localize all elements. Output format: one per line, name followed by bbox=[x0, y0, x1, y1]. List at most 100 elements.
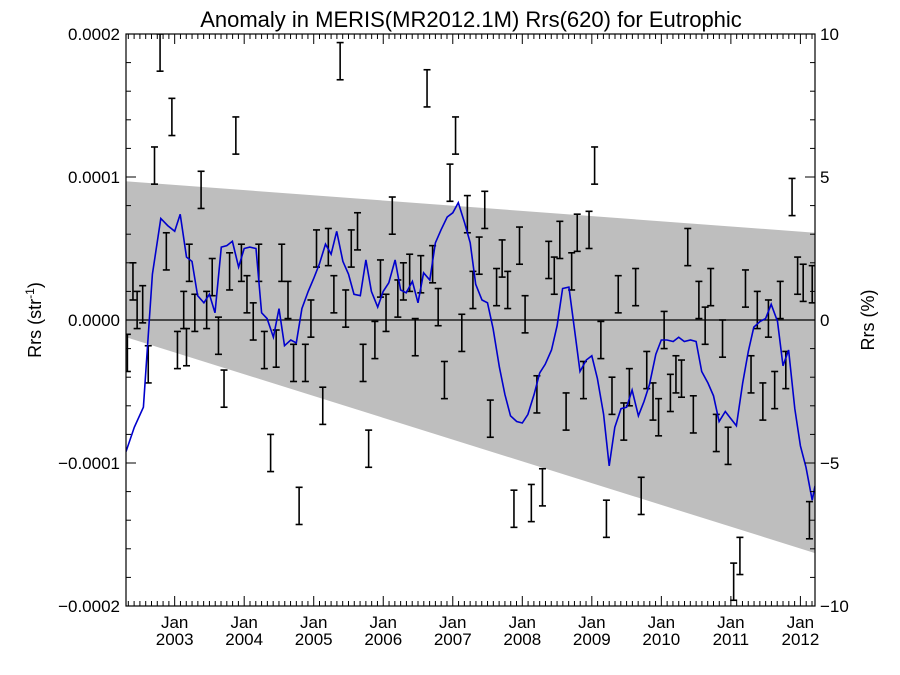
errorbar-point bbox=[440, 360, 448, 400]
errorbar-point bbox=[632, 267, 640, 307]
errorbar-point bbox=[649, 382, 657, 421]
errorbar-point bbox=[730, 562, 738, 602]
errorbar-point bbox=[475, 236, 483, 276]
errorbar-point bbox=[655, 397, 663, 437]
errorbar-point bbox=[759, 382, 767, 421]
errorbar-point bbox=[423, 68, 431, 108]
errorbar-point bbox=[173, 330, 181, 370]
errorbar-point bbox=[243, 274, 251, 314]
errorbar-point bbox=[591, 146, 599, 185]
errorbar-point bbox=[399, 261, 407, 301]
x-tick-label-year: 2008 bbox=[503, 630, 541, 649]
x-tick-label-year: 2004 bbox=[225, 630, 263, 649]
x-tick-label-year: 2012 bbox=[781, 630, 819, 649]
y2-tick-label: 0 bbox=[820, 311, 829, 330]
errorbar-point bbox=[182, 327, 190, 367]
errorbar-point bbox=[747, 354, 755, 394]
smoothed-line-layer bbox=[126, 200, 815, 501]
x-tick-label-month: Jan bbox=[230, 613, 257, 632]
y-tick-label: 0.0002 bbox=[68, 25, 120, 44]
errorbar-point bbox=[260, 330, 268, 370]
errorbar-point bbox=[660, 310, 668, 350]
errorbar-point bbox=[545, 240, 553, 280]
errorbar-point bbox=[521, 294, 529, 334]
errorbar-point bbox=[741, 269, 749, 308]
errorbar-point bbox=[805, 500, 813, 540]
x-tick-label-month: Jan bbox=[787, 613, 814, 632]
errorbar-point bbox=[672, 354, 680, 394]
y-tick-label: −0.0001 bbox=[58, 454, 120, 473]
y-tick-label: 0.0001 bbox=[68, 168, 120, 187]
errorbar-point bbox=[359, 343, 367, 383]
x-axis: Jan2003Jan2004Jan2005Jan2006Jan2007Jan20… bbox=[127, 34, 819, 649]
y-axis-right: 10 5 0 −5 −10 bbox=[805, 25, 849, 616]
errorbar-point bbox=[307, 299, 315, 338]
errorbar-point bbox=[562, 392, 570, 431]
uncertainty-band bbox=[126, 181, 815, 554]
errorbar-point bbox=[771, 370, 779, 410]
errorbar-point bbox=[168, 97, 176, 137]
errorbar-point bbox=[237, 243, 245, 283]
x-tick-label-year: 2003 bbox=[156, 630, 194, 649]
errorbar-point bbox=[394, 279, 402, 318]
errorbar-point bbox=[139, 284, 147, 324]
errorbar-point bbox=[365, 429, 373, 469]
errorbar-point bbox=[701, 306, 709, 346]
errorbar-point bbox=[411, 317, 419, 357]
x-tick-label-month: Jan bbox=[161, 613, 188, 632]
y-axis-label-sup: -1 bbox=[23, 288, 37, 299]
errorbar-point bbox=[510, 489, 518, 529]
x-tick-label-year: 2011 bbox=[713, 630, 750, 649]
errorbar-point bbox=[788, 177, 796, 217]
errorbar-point bbox=[371, 320, 379, 360]
x-tick-label-month: Jan bbox=[300, 613, 327, 632]
errorbar-point bbox=[736, 536, 744, 576]
errorbar-point bbox=[597, 320, 605, 360]
errorbar-point bbox=[458, 313, 466, 353]
x-tick-label-month: Jan bbox=[509, 613, 536, 632]
errorbar-point bbox=[724, 426, 732, 466]
x-tick-label-year: 2010 bbox=[642, 630, 680, 649]
errorbar-point bbox=[278, 243, 286, 283]
y-axis-label: Rrs (str-1) bbox=[23, 282, 45, 358]
errorbar-point bbox=[556, 220, 564, 260]
y2-tick-label: 5 bbox=[820, 168, 829, 187]
y2-axis-label: Rrs (%) bbox=[858, 290, 878, 351]
errorbar-point bbox=[504, 270, 512, 310]
errorbar-point bbox=[719, 319, 727, 358]
errorbar-point bbox=[794, 256, 802, 296]
y-axis-left: 0.0002 0.0001 0.0000 −0.0001 −0.0002 bbox=[58, 25, 136, 616]
errorbar-point bbox=[666, 373, 674, 413]
x-tick-label-year: 2007 bbox=[434, 630, 472, 649]
errorbar-point bbox=[162, 231, 170, 271]
y-tick-label: 0.0000 bbox=[68, 311, 120, 330]
errorbar-point bbox=[527, 483, 535, 523]
errorbar-point bbox=[684, 227, 692, 267]
errorbar-point bbox=[214, 316, 222, 356]
errorbar-point bbox=[290, 343, 298, 383]
errorbar-point bbox=[695, 280, 703, 320]
errorbar-point bbox=[498, 239, 506, 278]
errorbar-point bbox=[151, 146, 159, 185]
uncertainty-band-layer bbox=[126, 181, 815, 554]
errorbar-point bbox=[620, 402, 628, 441]
smoothed-series-line bbox=[126, 200, 815, 501]
errorbar-point bbox=[753, 290, 761, 330]
errorbar-point bbox=[156, 34, 164, 72]
errorbar-point bbox=[481, 190, 489, 230]
errorbar-point bbox=[764, 299, 772, 338]
errorbar-point bbox=[434, 287, 442, 327]
x-tick-label-month: Jan bbox=[648, 613, 675, 632]
y2-tick-label: −5 bbox=[820, 454, 839, 473]
errorbar-point bbox=[185, 243, 193, 283]
y2-tick-label: 10 bbox=[820, 25, 839, 44]
errorbar-point bbox=[284, 280, 292, 320]
errorbar-point bbox=[382, 293, 390, 333]
errorbar-point bbox=[126, 333, 131, 373]
errorbar-point bbox=[614, 274, 622, 314]
errorbar-point bbox=[197, 170, 205, 210]
errorbar-point bbox=[486, 399, 494, 439]
errorbar-point bbox=[347, 229, 355, 268]
errorbar-point bbox=[249, 302, 257, 341]
